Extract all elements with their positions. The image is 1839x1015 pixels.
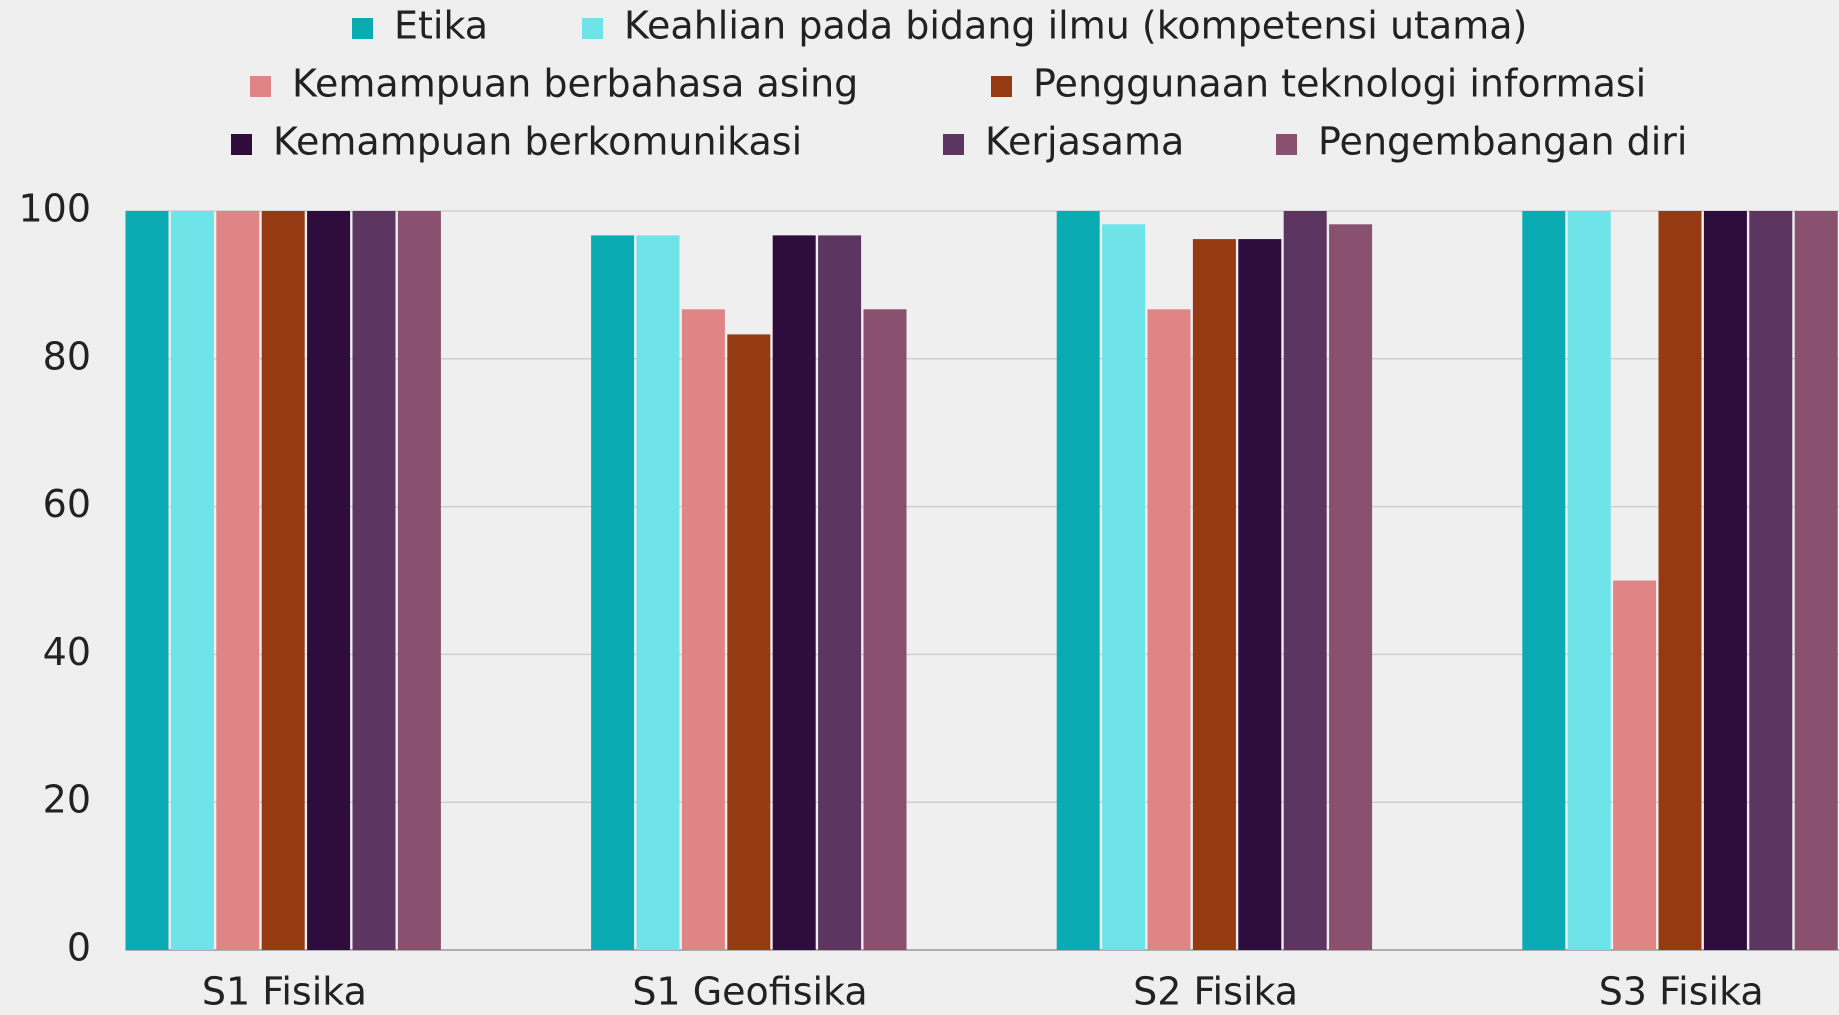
legend-label: Kerjasama xyxy=(985,120,1184,164)
bar xyxy=(1192,239,1236,950)
legend-label: Pengembangan diri xyxy=(1318,120,1687,164)
x-tick-label: S2 Fisika xyxy=(1133,970,1298,1014)
y-tick-label: 0 xyxy=(67,926,91,970)
legend-swatch xyxy=(231,134,252,155)
y-tick-label: 40 xyxy=(43,630,91,674)
bar xyxy=(727,334,771,951)
legend-swatch xyxy=(582,18,603,39)
bar xyxy=(1794,211,1838,950)
bar xyxy=(636,235,680,951)
bar xyxy=(818,235,862,951)
bar xyxy=(1567,211,1611,950)
legend-label: Keahlian pada bidang ilmu (kompetensi ut… xyxy=(624,4,1527,48)
x-tick-label: S1 Fisika xyxy=(202,970,367,1014)
bar xyxy=(170,211,214,950)
bar xyxy=(1102,224,1146,950)
bar xyxy=(125,211,169,950)
bar xyxy=(1703,211,1747,950)
bar xyxy=(1749,211,1793,950)
bar xyxy=(1238,239,1282,950)
y-tick-label: 80 xyxy=(43,334,91,378)
bar xyxy=(216,211,260,950)
bar xyxy=(352,211,396,950)
bar xyxy=(397,211,441,950)
legend-label: Kemampuan berbahasa asing xyxy=(292,62,858,106)
bar xyxy=(1056,211,1100,950)
legend-swatch xyxy=(250,76,271,97)
bar xyxy=(772,235,816,951)
bar xyxy=(1522,211,1566,950)
bar xyxy=(591,235,635,951)
legend-swatch xyxy=(943,134,964,155)
bar xyxy=(307,211,351,950)
y-tick-label: 60 xyxy=(43,482,91,526)
legend-swatch xyxy=(352,18,373,39)
bar xyxy=(1147,309,1191,950)
bar xyxy=(1329,224,1373,950)
bar xyxy=(261,211,305,950)
legend-label: Kemampuan berkomunikasi xyxy=(273,120,802,164)
x-tick-label: S3 Fisika xyxy=(1599,970,1764,1014)
bar xyxy=(681,309,725,950)
x-tick-label: S1 Geofisika xyxy=(632,970,867,1014)
legend-label: Penggunaan teknologi informasi xyxy=(1033,62,1646,106)
y-tick-label: 100 xyxy=(18,187,91,231)
bar xyxy=(1658,211,1702,950)
bar xyxy=(1613,580,1657,950)
legend-swatch xyxy=(1276,134,1297,155)
bar xyxy=(1283,211,1327,950)
bar xyxy=(863,309,907,950)
legend-label: Etika xyxy=(394,4,488,48)
legend-swatch xyxy=(991,76,1012,97)
y-tick-label: 20 xyxy=(43,778,91,822)
